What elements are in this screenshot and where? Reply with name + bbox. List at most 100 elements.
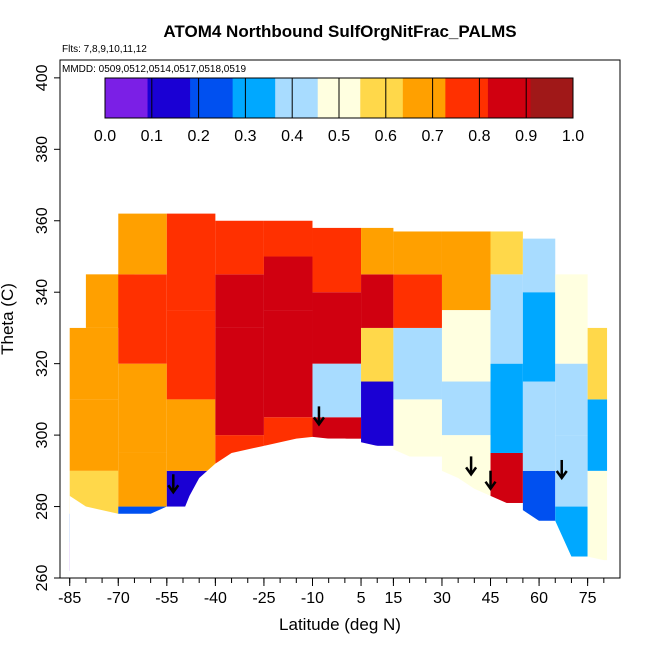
heatmap-cell (441, 310, 491, 382)
heatmap-cell (441, 381, 491, 436)
heatmap-cell (69, 399, 119, 471)
heatmap-cell (587, 470, 608, 561)
flight-markers (167, 406, 568, 495)
colorbar-tick-label: 1.0 (562, 128, 584, 145)
heatmap-cell (555, 435, 588, 507)
y-tick-label: 340 (34, 279, 51, 306)
heatmap-cell (490, 363, 523, 453)
colorbar-tick-label: 0.4 (281, 128, 303, 145)
colorbar-tick-label: 0.5 (328, 128, 350, 145)
colorbar-swatch (530, 78, 574, 118)
x-axis: -85 -70 -55 -40 -25 -10 5 15 30 45 60 75 (58, 578, 605, 607)
heatmap-cell (361, 274, 394, 328)
chart-subtitle-flights: Flts: 7,8,9,10,11,12 (62, 44, 147, 55)
below-tropopause-mask (69, 436, 604, 577)
heatmap-cell (263, 310, 313, 418)
colorbar-tick-label: 0.3 (234, 128, 256, 145)
heatmap-cell (361, 327, 394, 382)
y-tick-label: 280 (34, 493, 51, 520)
x-tick-label: 30 (433, 590, 451, 607)
x-tick-label: 5 (357, 590, 366, 607)
x-tick-label: -85 (58, 590, 81, 607)
colorbar-tick-label: 0.2 (187, 128, 209, 145)
x-tick-label: 45 (482, 590, 500, 607)
colorbar-swatch (190, 78, 234, 118)
heatmap-cell (312, 292, 362, 364)
plot-frame (59, 59, 621, 579)
heatmap-cell (393, 231, 442, 275)
y-tick-label: 320 (34, 350, 51, 377)
colorbar-tick-label: 0.8 (468, 128, 490, 145)
chart-title: ATOM4 Northbound SulfOrgNitFrac_PALMS (163, 22, 516, 41)
x-tick-label: 15 (385, 590, 403, 607)
heatmap-cell (555, 363, 588, 436)
heatmap-cell (522, 470, 556, 521)
y-axis: 260 280 300 320 340 360 380 400 (34, 64, 60, 591)
colorbar-swatch (487, 78, 531, 118)
heatmap-cell (490, 231, 523, 275)
colorbar-tick-label: 0.9 (515, 128, 537, 145)
heatmap-cell (263, 256, 313, 311)
colorbar: 0.0 0.1 0.2 0.3 0.4 0.5 0.6 0.7 0.8 0.9 1.0 (94, 77, 584, 145)
down-arrow-head (465, 466, 478, 477)
x-axis-label: Latitude (deg N) (279, 615, 401, 634)
heatmap-cell (441, 231, 491, 311)
heatmap-cell (69, 327, 119, 400)
colorbar-swatch (402, 78, 446, 118)
heatmap-cell (118, 213, 167, 275)
colorbar-swatch (232, 78, 276, 118)
x-tick-label: 60 (530, 590, 548, 607)
heatmap-cell (393, 274, 442, 328)
heatmap-cell (522, 381, 556, 471)
colorbar-tick-label: 0.0 (94, 128, 116, 145)
y-tick-label: 300 (34, 422, 51, 449)
x-tick-label: -70 (107, 590, 130, 607)
heatmap-cell (215, 274, 264, 328)
heatmap-cell (587, 399, 608, 471)
heatmap-cell (361, 381, 394, 446)
colorbar-tick-label: 0.1 (141, 128, 163, 145)
colorbar-swatch (105, 78, 149, 118)
colorbar-swatch (275, 78, 319, 118)
down-arrow-head (312, 416, 325, 427)
heatmap-cell (166, 310, 216, 400)
x-tick-label: -10 (301, 590, 324, 607)
down-arrow-head (167, 484, 180, 495)
colorbar-swatch (147, 78, 191, 118)
heatmap-cell (118, 452, 167, 507)
x-tick-label: -40 (204, 590, 227, 607)
heatmap-cell (166, 213, 216, 311)
x-tick-label: -25 (252, 590, 275, 607)
heatmap-cell (312, 227, 362, 293)
y-tick-label: 400 (34, 64, 51, 91)
y-tick-label: 260 (34, 565, 51, 592)
heatmap-cell (312, 417, 362, 439)
heatmap-cell (555, 274, 588, 364)
heatmap-cell (312, 363, 362, 418)
y-tick-label: 380 (34, 136, 51, 163)
heatmap-cell (490, 452, 523, 503)
heatmap-cell (393, 399, 442, 457)
heatmap-cell (522, 292, 556, 382)
x-tick-label: 75 (579, 590, 597, 607)
x-tick-label: -55 (155, 590, 178, 607)
heatmap-cell (490, 274, 523, 364)
heatmap-cell (361, 227, 394, 275)
y-tick-label: 360 (34, 207, 51, 234)
down-arrow-head (484, 480, 497, 491)
colorbar-tick-label: 0.6 (375, 128, 397, 145)
colorbar-swatch (360, 78, 404, 118)
colorbar-swatch (445, 78, 489, 118)
down-arrow-head (555, 470, 568, 481)
heatmap-cell (118, 363, 167, 453)
heatmap-cell (587, 327, 608, 400)
heatmap-cell (166, 399, 216, 471)
colorbar-tick-label: 0.7 (421, 128, 443, 145)
heatmap-cell (118, 274, 167, 364)
heatmap-cell (522, 238, 556, 293)
heatmap-cell (263, 220, 313, 257)
chart-subtitle-dates: MMDD: 0509,0512,0514,0517,0518,0519 (62, 64, 246, 75)
heatmap-cell (215, 220, 264, 275)
heatmap-cell (215, 327, 264, 436)
